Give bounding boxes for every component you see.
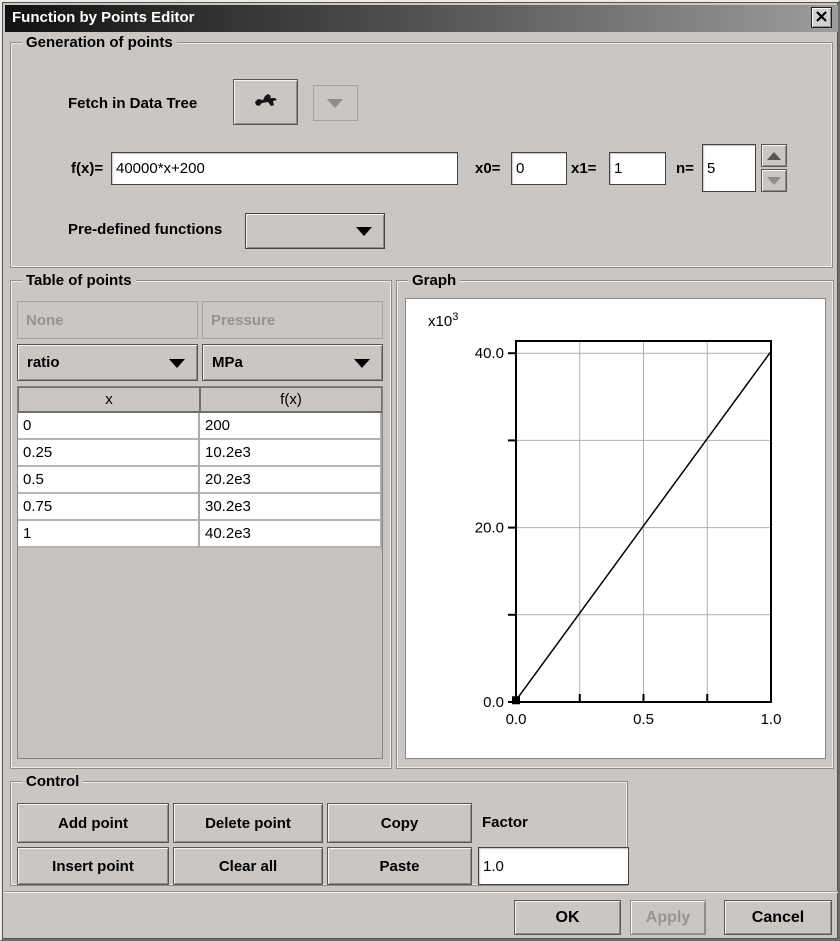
quantity-pressure-text: Pressure [211, 311, 276, 329]
cell-fx[interactable]: 20.2e3 [200, 467, 382, 494]
table-row[interactable]: 1 40.2e3 [18, 521, 382, 548]
svg-text:40.0: 40.0 [475, 345, 504, 362]
cell-x[interactable]: 0.5 [18, 467, 200, 494]
table-header-row: x f(x) [18, 387, 382, 413]
apply-button[interactable]: Apply [630, 900, 706, 935]
paste-button[interactable]: Paste [327, 847, 472, 885]
quantity-header-pressure: Pressure [202, 301, 383, 339]
table-group-label: Table of points [22, 272, 136, 289]
cell-fx[interactable]: 200 [200, 413, 382, 440]
footer-separator [4, 891, 838, 893]
fetch-data-tree-icon [251, 90, 281, 114]
table-of-points-group: Table of points None Pressure ratio MPa … [10, 272, 392, 769]
table-row[interactable]: 0.5 20.2e3 [18, 467, 382, 494]
quantity-header-none: None [17, 301, 198, 339]
predefined-functions-label: Pre-defined functions [68, 221, 223, 238]
window-title: Function by Points Editor [12, 9, 195, 26]
y-axis-scale-label: x103 [428, 311, 458, 330]
cell-x[interactable]: 1 [18, 521, 200, 548]
predefined-functions-combo[interactable] [245, 213, 385, 249]
line-plot: 0.0 20.0 40.0 0.0 0.5 1.0 [475, 340, 782, 728]
graph-group: Graph x103 0.0 20.0 40.0 0.0 0.5 1.0 [396, 272, 834, 769]
add-point-button[interactable]: Add point [17, 803, 169, 843]
cell-fx[interactable]: 40.2e3 [200, 521, 382, 548]
copy-button[interactable]: Copy [327, 803, 472, 843]
factor-label: Factor [482, 814, 528, 831]
spinner-down-button[interactable] [761, 169, 787, 192]
fetch-in-data-tree-button[interactable] [233, 79, 298, 125]
column-header-fx[interactable]: f(x) [200, 387, 382, 413]
svg-text:0.0: 0.0 [506, 711, 527, 728]
generation-of-points-group: Generation of points Fetch in Data Tree … [10, 34, 833, 268]
fetch-dropdown-button[interactable] [313, 85, 358, 121]
cell-x[interactable]: 0.75 [18, 494, 200, 521]
clear-all-button[interactable]: Clear all [173, 847, 323, 885]
insert-point-button[interactable]: Insert point [17, 847, 169, 885]
n-label: n= [676, 160, 694, 177]
n-spinner [761, 144, 787, 192]
n-input[interactable] [702, 144, 756, 192]
unit-combo-x[interactable]: ratio [17, 344, 198, 381]
ok-button[interactable]: OK [514, 900, 621, 935]
graph-group-label: Graph [408, 272, 461, 289]
svg-text:20.0: 20.0 [475, 520, 504, 537]
triangle-up-icon [767, 151, 781, 160]
column-header-x[interactable]: x [18, 387, 200, 413]
spinner-up-button[interactable] [761, 144, 787, 167]
combo-arrow-icon [354, 358, 370, 368]
scale-exponent: 3 [452, 311, 459, 323]
table-row[interactable]: 0.75 30.2e3 [18, 494, 382, 521]
table-row[interactable]: 0 200 [18, 413, 382, 440]
fx-input[interactable] [111, 152, 458, 185]
close-icon [816, 10, 827, 25]
cell-x[interactable]: 0 [18, 413, 200, 440]
delete-point-button[interactable]: Delete point [173, 803, 323, 843]
svg-text:1.0: 1.0 [761, 711, 782, 728]
x0-input[interactable] [511, 152, 567, 185]
chevron-down-icon [327, 99, 343, 108]
control-group-label: Control [22, 773, 84, 790]
svg-text:0.5: 0.5 [633, 711, 654, 728]
table-row[interactable]: 0.25 10.2e3 [18, 440, 382, 467]
quantity-none-text: None [26, 311, 64, 329]
cell-x[interactable]: 0.25 [18, 440, 200, 467]
factor-input[interactable] [478, 847, 629, 885]
fetch-in-data-tree-label: Fetch in Data Tree [68, 95, 198, 112]
unit-combo-fx[interactable]: MPa [202, 344, 383, 381]
cancel-button[interactable]: Cancel [724, 900, 832, 935]
points-table: x f(x) 0 200 0.25 10.2e3 0.5 20.2e3 0.75… [17, 386, 383, 759]
combo-arrow-icon [169, 358, 185, 368]
close-button[interactable] [811, 7, 832, 28]
generation-group-label: Generation of points [22, 34, 177, 51]
graph-panel: x103 0.0 20.0 40.0 0.0 0.5 1.0 [405, 298, 826, 759]
triangle-down-icon [767, 176, 781, 185]
scale-base: x10 [428, 313, 453, 330]
cell-fx[interactable]: 10.2e3 [200, 440, 382, 467]
x1-input[interactable] [609, 152, 666, 185]
svg-text:0.0: 0.0 [483, 694, 504, 711]
unit-combo-fx-value: MPa [212, 354, 243, 371]
fx-label: f(x)= [71, 160, 104, 177]
title-bar[interactable]: Function by Points Editor [5, 5, 838, 32]
combo-arrow-icon [356, 227, 372, 236]
unit-combo-x-value: ratio [27, 354, 60, 371]
x1-label: x1= [571, 160, 597, 177]
cell-fx[interactable]: 30.2e3 [200, 494, 382, 521]
control-group: Control Add point Delete point Copy Inse… [10, 773, 629, 886]
x0-label: x0= [475, 160, 501, 177]
